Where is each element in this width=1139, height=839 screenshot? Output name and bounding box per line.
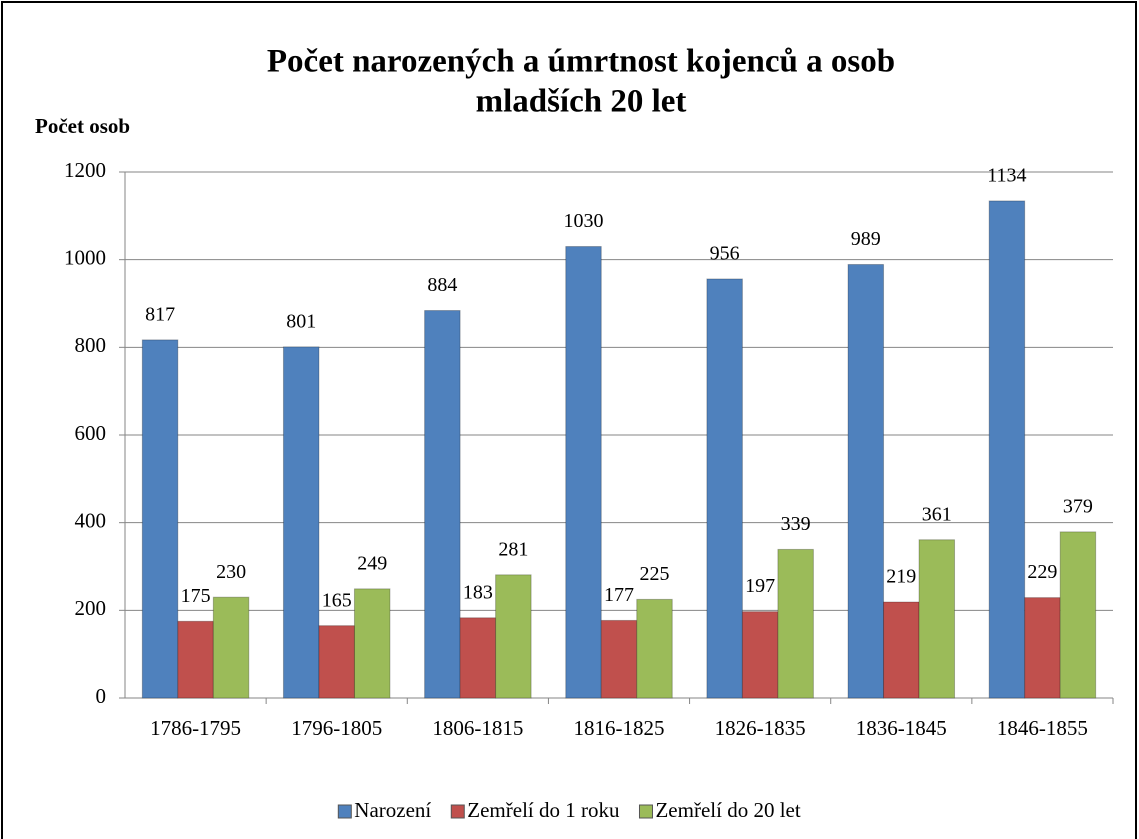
y-axis-label: Počet osob: [35, 114, 130, 138]
bar: [141, 339, 179, 699]
bar: [282, 346, 320, 699]
data-label: 801: [286, 310, 316, 332]
data-label: 884: [427, 274, 457, 296]
data-label: 817: [145, 303, 175, 325]
chart-title: Počet narozených a úmrtnost kojenců a os…: [267, 44, 895, 80]
bar: [777, 548, 814, 699]
bar: [636, 598, 673, 699]
bar: [318, 625, 355, 699]
x-tick-label: 1816-1825: [574, 716, 665, 740]
legend-label: Zemřelí do 1 roku: [467, 798, 620, 822]
bar: [212, 596, 250, 699]
data-label: 281: [498, 538, 528, 560]
data-label: 1030: [564, 210, 604, 232]
bar: [565, 246, 602, 699]
data-label: 379: [1063, 495, 1093, 517]
data-label: 229: [1027, 561, 1057, 583]
legend-label: Zemřelí do 20 let: [655, 798, 800, 822]
y-tick-label: 1000: [64, 245, 106, 269]
bar: [424, 310, 461, 699]
data-label: 989: [851, 228, 881, 250]
bar: [495, 574, 532, 699]
bar: [706, 278, 743, 699]
bar: [459, 617, 497, 699]
bar: [1059, 531, 1097, 699]
legend-marker: [638, 804, 653, 819]
bar: [988, 200, 1026, 699]
data-label: 249: [357, 552, 387, 574]
x-tick-label: 1826-1835: [715, 716, 806, 740]
data-label: 1134: [987, 165, 1026, 187]
x-tick-label: 1806-1815: [432, 716, 523, 740]
bar: [741, 611, 779, 699]
y-tick-label: 200: [75, 596, 107, 620]
x-tick-label: 1786-1795: [150, 716, 241, 740]
bar: [918, 539, 956, 699]
x-tick-label: 1796-1805: [291, 716, 382, 740]
legend-marker: [337, 804, 352, 819]
data-label: 177: [604, 584, 634, 606]
data-label: 175: [181, 585, 211, 607]
bar: [177, 620, 214, 699]
data-label: 956: [710, 243, 740, 265]
y-tick-label: 600: [75, 421, 107, 445]
chart-title: mladších 20 let: [476, 84, 687, 120]
legend-label: Narození: [354, 798, 431, 822]
y-tick-label: 800: [75, 333, 107, 357]
bar: [600, 619, 638, 699]
data-label: 165: [322, 589, 352, 611]
legend-marker: [450, 804, 465, 819]
y-tick-label: 0: [96, 684, 107, 708]
data-label: 219: [886, 566, 916, 588]
y-tick-label: 400: [75, 508, 107, 532]
data-label: 197: [745, 575, 775, 597]
bar: [883, 601, 920, 699]
x-tick-label: 1836-1845: [856, 716, 947, 740]
data-label: 230: [216, 561, 246, 583]
bar: [353, 588, 391, 699]
data-label: 339: [781, 513, 811, 535]
bar: [847, 263, 885, 699]
x-tick-label: 1846-1855: [997, 716, 1088, 740]
data-label: 361: [922, 503, 952, 525]
data-label: 225: [640, 563, 670, 585]
y-tick-label: 1200: [64, 158, 106, 182]
bar: [1024, 597, 1061, 699]
data-label: 183: [463, 581, 493, 603]
